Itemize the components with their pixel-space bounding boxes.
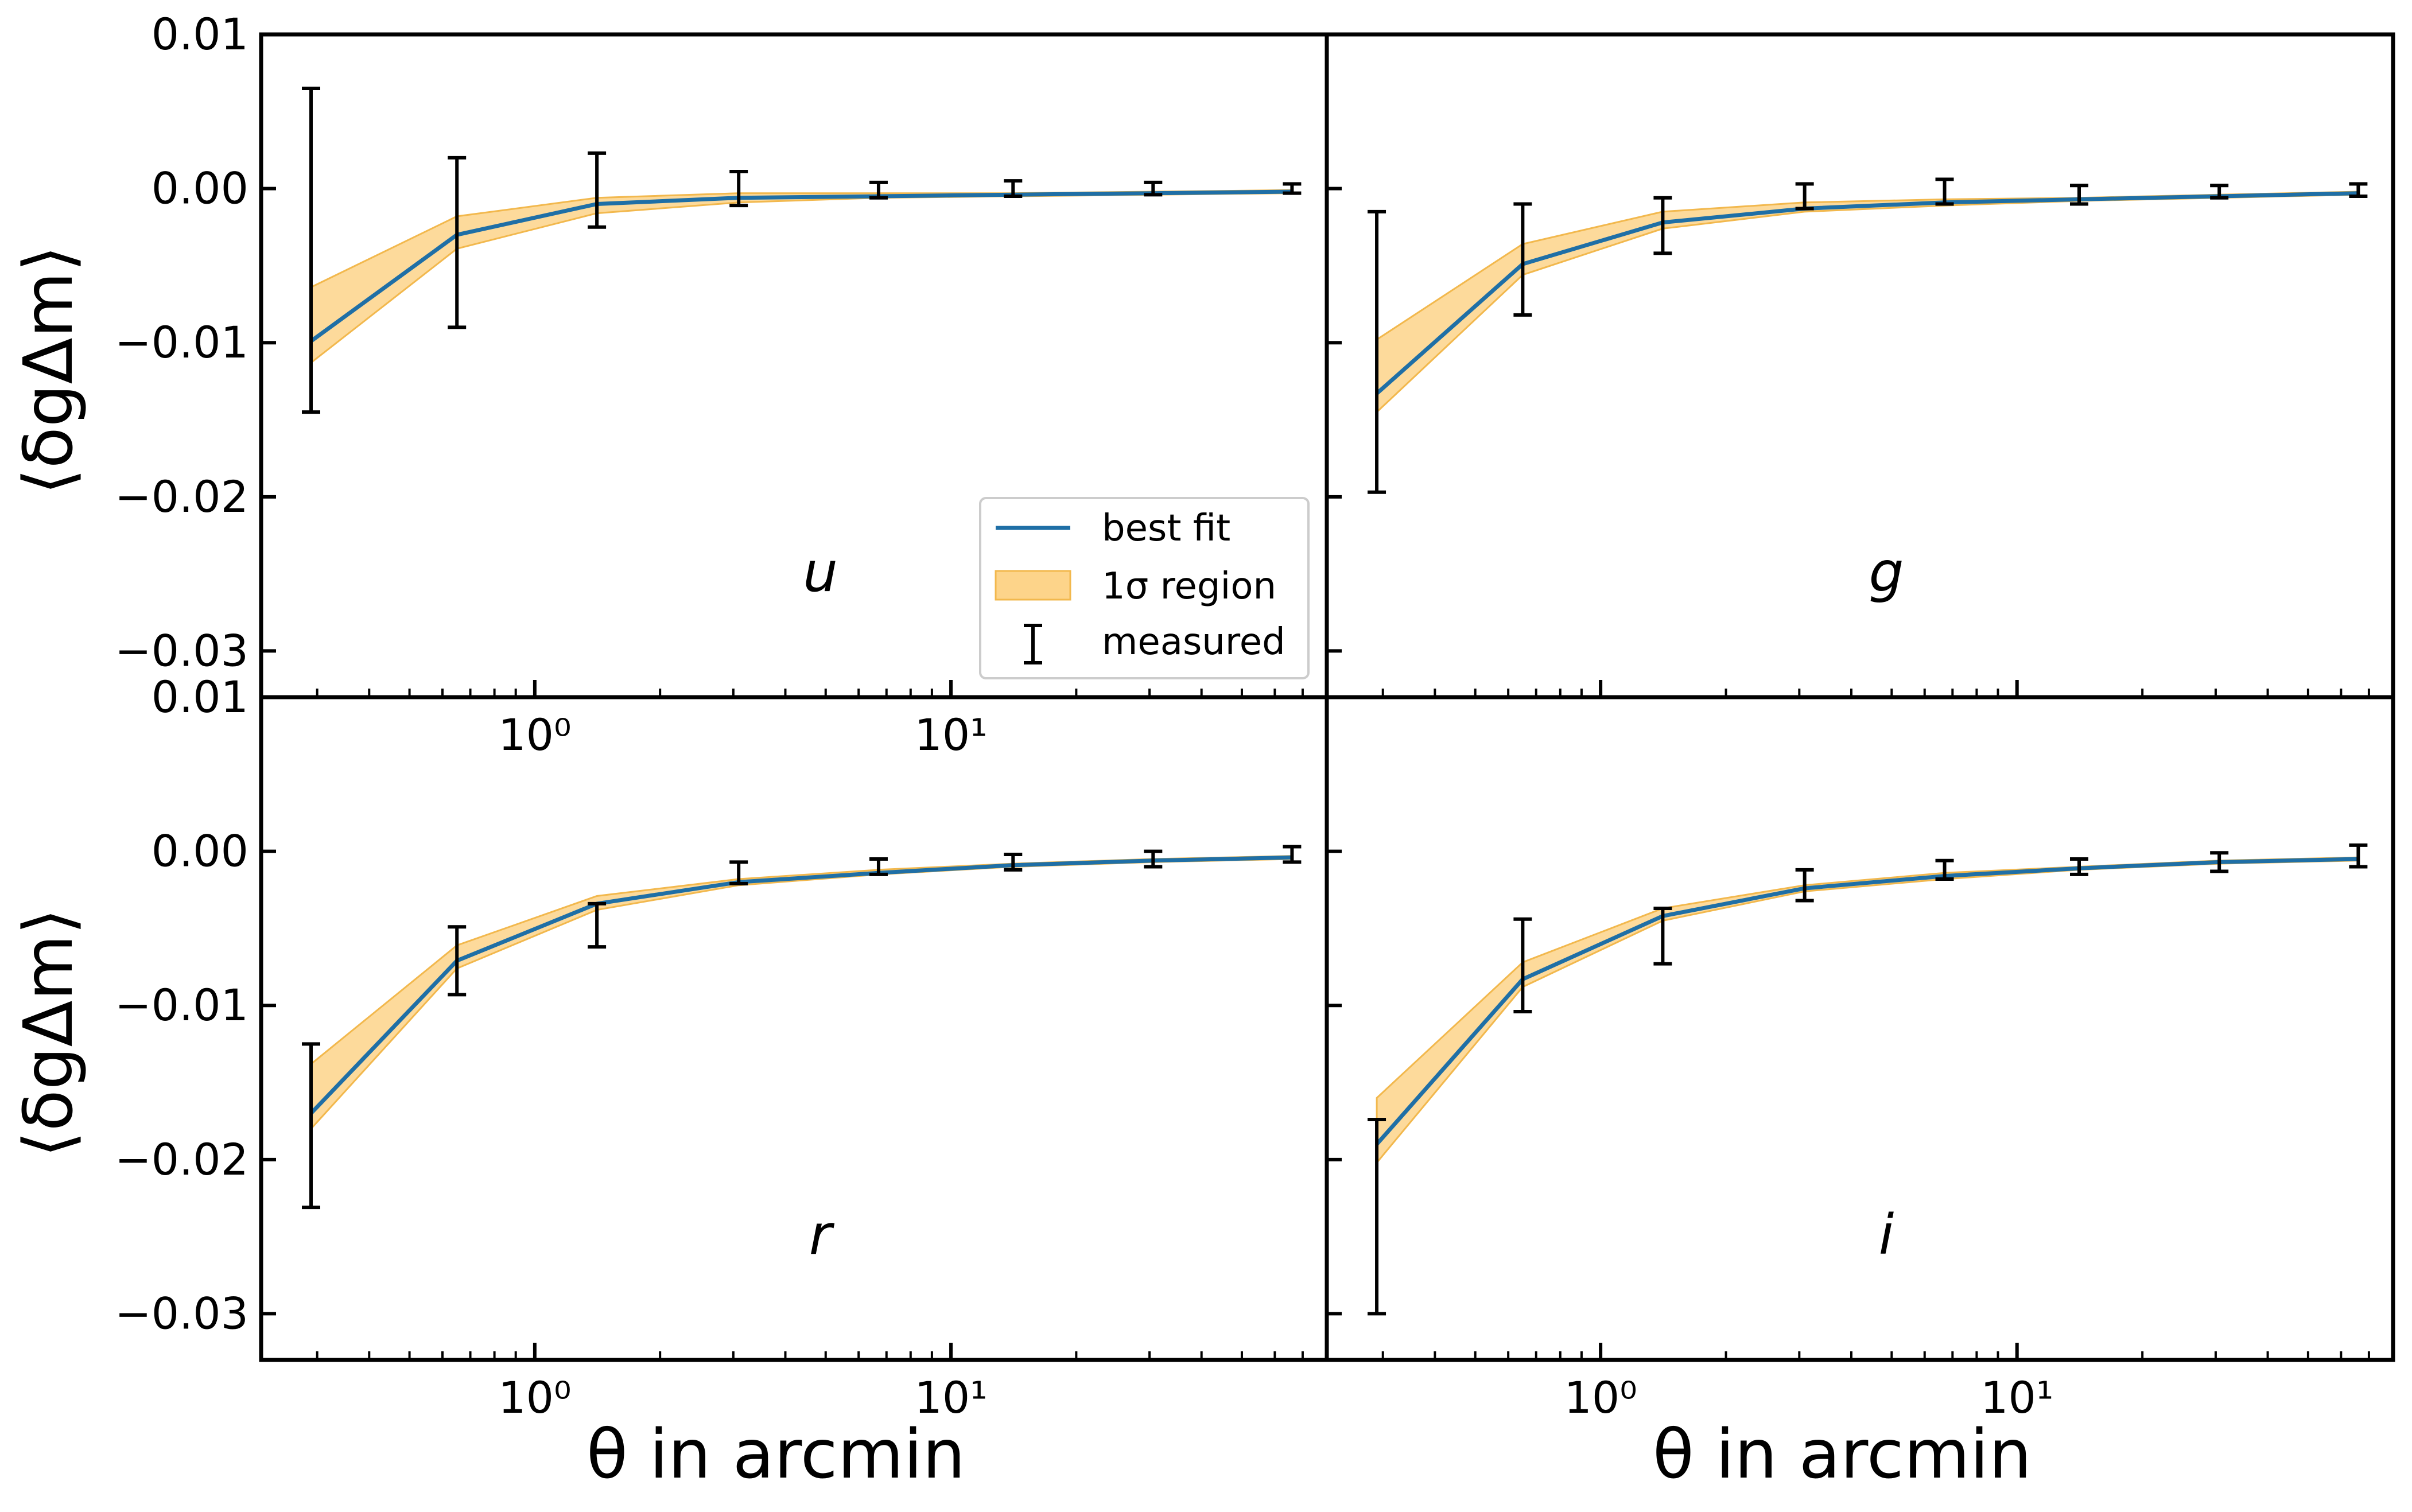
ylabel-top: ⟨δgΔm⟩ [9, 246, 88, 495]
errorbar-r-3 [729, 860, 748, 886]
legend-label-measured: measured [1102, 621, 1285, 663]
y-tick-label: −0.01 [115, 980, 248, 1031]
errorbar-u-5 [1004, 179, 1023, 199]
errorbar-u-0 [302, 87, 321, 414]
errorbar-u-1 [448, 156, 467, 329]
panel-g: g [1325, 32, 2395, 699]
panel-frame-r [259, 695, 1329, 1362]
errorbar-r-5 [1004, 852, 1023, 872]
panel-frame-i [1325, 695, 2395, 1362]
panel-u: 0.01 0.00 −0.01 −0.02 −0.03 10⁰ 10¹ u [115, 9, 1329, 760]
errorbar-i-4 [1935, 858, 1954, 881]
errorbar-g-0 [1368, 209, 1386, 494]
errorbar-u-7 [1283, 182, 1302, 195]
x-tick-label: 10⁰ [498, 709, 571, 760]
x-tick-label: 10¹ [914, 1372, 987, 1423]
ylabel-bottom: ⟨δgΔm⟩ [9, 908, 88, 1158]
errorbar-i-3 [1795, 868, 1814, 903]
errorbar-g-5 [2069, 184, 2088, 206]
x-tick-label: 10¹ [1980, 1372, 2053, 1423]
y-tick-label: −0.03 [115, 625, 248, 676]
best-fit-line-u [309, 189, 1292, 343]
y-tick-label: 0.01 [152, 9, 248, 60]
y-tick-label: 0.01 [152, 671, 248, 722]
best-fit-line-i [1375, 857, 2359, 1146]
panel-label-i: i [1879, 1203, 1894, 1267]
y-tick-label: −0.02 [115, 1134, 248, 1185]
errorbar-r-1 [448, 925, 467, 997]
panels-group: 0.01 0.00 −0.01 −0.02 −0.03 10⁰ 10¹ u g 0.01 0.00 −… [115, 9, 2395, 1423]
legend-frame [979, 497, 1310, 679]
y-tick-label: −0.01 [115, 317, 248, 368]
legend-patch-swatch [995, 570, 1071, 601]
panel-frame-g [1325, 32, 2395, 699]
errorbar-i-7 [2349, 843, 2368, 869]
best-fit-line-r [309, 855, 1292, 1115]
errorbar-u-3 [729, 170, 748, 208]
errorbar-u-2 [588, 151, 607, 229]
errorbar-r-0 [302, 1042, 321, 1210]
errorbar-r-2 [588, 901, 607, 949]
legend: best fit 1σ region measured [979, 497, 1310, 679]
legend-label-1sigma: 1σ region [1102, 565, 1276, 608]
panel-plot-area [302, 87, 1302, 414]
x-tick-label: 10⁰ [498, 1372, 571, 1423]
panel-label-g: g [1869, 540, 1904, 604]
errorbar-i-6 [2210, 851, 2229, 873]
xlabel-right: θ in arcmin [1653, 1414, 2032, 1494]
errorbar-i-2 [1653, 906, 1672, 966]
panel-plot-area [1368, 843, 2368, 1316]
y-tick-label: −0.02 [115, 471, 248, 522]
panel-plot-area [1368, 177, 2368, 494]
panel-label-r: r [809, 1203, 835, 1267]
y-tick-label: 0.00 [152, 163, 248, 214]
errorbar-i-5 [2069, 857, 2088, 876]
xlabel-left: θ in arcmin [587, 1414, 965, 1494]
panel-r: 0.01 0.00 −0.01 −0.02 −0.03 10⁰ 10¹ r [115, 671, 1329, 1423]
legend-errorbar-swatch [1024, 624, 1042, 664]
errorbar-r-7 [1283, 845, 1302, 864]
x-tick-label: 10⁰ [1564, 1372, 1637, 1423]
errorbar-g-1 [1513, 202, 1532, 317]
errorbar-g-3 [1795, 182, 1814, 211]
panel-i: 10⁰ 10¹ i [1325, 695, 2395, 1423]
errorbar-i-0 [1368, 1117, 1386, 1316]
y-tick-label: 0.00 [152, 826, 248, 877]
errorbar-g-7 [2349, 182, 2368, 199]
errorbar-g-6 [2210, 184, 2229, 200]
panel-label-u: u [803, 540, 838, 604]
errorbar-u-6 [1144, 180, 1163, 197]
errorbar-g-2 [1653, 196, 1672, 255]
errorbar-r-6 [1144, 849, 1163, 869]
best-fit-line-g [1375, 191, 2359, 395]
errorbar-r-4 [869, 857, 888, 876]
errorbar-i-1 [1513, 917, 1532, 1013]
panel-plot-area [302, 845, 1302, 1210]
legend-label-best-fit: best fit [1102, 507, 1230, 550]
x-tick-label: 10¹ [914, 709, 987, 760]
y-tick-label: −0.03 [115, 1288, 248, 1339]
errorbar-g-4 [1935, 177, 1954, 206]
errorbar-u-4 [869, 180, 888, 200]
